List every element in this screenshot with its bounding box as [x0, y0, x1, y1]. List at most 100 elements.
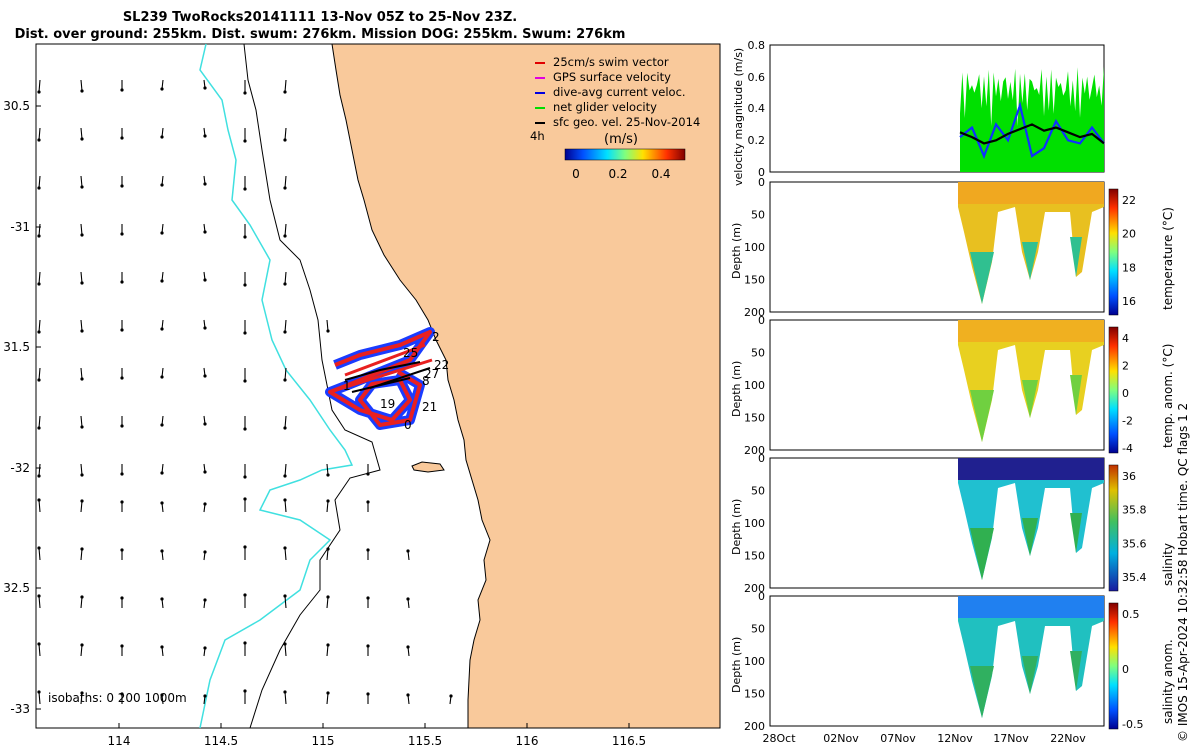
series-line-dive-avg-current-veloc- [959, 101, 1105, 160]
current-arrow [284, 463, 287, 477]
time-scale-label: 4h [530, 129, 545, 143]
current-arrow-head [160, 501, 164, 505]
current-arrow-head [120, 232, 124, 236]
current-arrow [326, 548, 329, 561]
series-line-sfc-geo-vel- [959, 123, 1105, 145]
lat-tick-marks [36, 105, 630, 728]
current-arrow-head [326, 691, 330, 695]
isobaths-label: isobaths: 0 200 1000m [48, 691, 187, 705]
colorbar-tick: 0.4 [651, 167, 670, 181]
current-arrow [80, 271, 83, 284]
current-arrow [38, 547, 41, 561]
depth-tick: 50 [751, 623, 765, 636]
depth-tick: 150 [744, 274, 765, 287]
depth-tick: 0 [758, 314, 765, 327]
temperature-colorbar [1108, 188, 1119, 316]
current-arrow-head [37, 378, 41, 382]
colorbar-tick: -0.5 [1122, 718, 1143, 731]
current-arrow [284, 175, 287, 189]
current-arrow-head [326, 499, 330, 503]
depth-tick: 150 [744, 688, 765, 701]
current-arrow-head [80, 377, 84, 381]
current-arrow-head [120, 596, 124, 600]
current-arrow [80, 500, 83, 513]
lat-tick: 31.5 [3, 340, 30, 354]
colorbar-tick: 36 [1122, 470, 1136, 483]
footer-note: © IMOS 15-Apr-2024 10:32:58 Hobart time.… [1176, 402, 1190, 742]
current-arrow-head [160, 549, 164, 553]
current-arrow [38, 79, 41, 93]
current-arrow-head [120, 500, 124, 504]
sal_anom-ylabel: Depth (m) [730, 637, 743, 693]
current-arrow-head [37, 138, 41, 142]
current-arrow-head [203, 374, 207, 378]
land-area [331, 43, 721, 729]
lon-tick: 114 [108, 734, 131, 748]
track-label: 2 [432, 330, 440, 344]
current-arrow-head [283, 474, 287, 478]
depth-tick: 150 [744, 550, 765, 563]
date-tick: 12Nov [937, 732, 973, 745]
colorbar-tick: 0 [572, 167, 580, 181]
track-label: 0 [404, 418, 412, 432]
current-arrow-head [160, 135, 164, 139]
current-arrow [38, 271, 41, 285]
track-labels: 25 2 22 27 8 1 19 21 0 [343, 330, 449, 432]
depth-tick: 0 [758, 176, 765, 189]
depth-tick: 200 [744, 306, 765, 319]
sal_anom-surface-layer [958, 596, 1104, 618]
lon-tick: 114.5 [204, 734, 238, 748]
colorbar-unit-label: (m/s) [604, 132, 638, 147]
current-arrow-head [37, 546, 41, 550]
current-arrow [80, 127, 83, 140]
current-arrow-head [366, 692, 370, 696]
current-arrow-head [120, 376, 124, 380]
legend-label-swim: 25cm/s swim vector [553, 55, 669, 69]
vel-ytick: 0.2 [748, 134, 766, 147]
current-arrow-head [283, 330, 287, 334]
current-arrow [326, 644, 329, 657]
current-arrow-head [449, 694, 453, 698]
salinity-colorbar [1108, 464, 1119, 592]
current-arrow-head [283, 498, 287, 502]
current-arrow-head [37, 234, 41, 238]
current-arrow-head [203, 134, 207, 138]
lat-tick-labels: 30.5 -31 31.5 -32 32.5 -33 [3, 99, 30, 716]
current-arrow [326, 463, 329, 476]
temperature-deep-layer [970, 237, 1082, 304]
legend-label-dive: dive-avg current veloc. [553, 85, 686, 99]
current-arrow-head [160, 375, 164, 379]
current-arrow-head [243, 475, 247, 479]
salinity-surface-layer [958, 458, 1104, 480]
temp_anom-surface-layer [958, 320, 1104, 342]
current-arrow-head [243, 545, 247, 549]
current-arrow-head [160, 645, 164, 649]
colorbar-tick: 0 [1122, 663, 1129, 676]
lon-tick: 116.5 [612, 734, 646, 748]
current-arrow [80, 223, 83, 236]
colorbar-ticks: 0 0.2 0.4 [572, 167, 670, 181]
current-arrow-head [80, 233, 84, 237]
current-arrow-head [80, 329, 84, 333]
current-arrow-head [37, 594, 41, 598]
current-arrow-head [366, 472, 370, 476]
current-arrow [326, 596, 329, 609]
velocity-yticks: 0 0.2 0.4 0.6 0.8 [748, 39, 766, 179]
sal_anom-colorbar-label: salinity anom. [1161, 639, 1175, 724]
current-arrow-head [160, 183, 164, 187]
depth-tick: 50 [751, 485, 765, 498]
current-arrow [326, 319, 329, 332]
legend-label-sfc: sfc geo. vel. 25-Nov-2014 [553, 115, 700, 129]
date-tick: 02Nov [823, 732, 859, 745]
current-arrow-head [243, 379, 247, 383]
track-label: 1 [343, 379, 351, 393]
current-arrow-head [406, 549, 410, 553]
current-arrow-head [160, 279, 164, 283]
current-arrow-head [283, 234, 287, 238]
current-arrow-head [243, 187, 247, 191]
current-arrow-head [406, 645, 410, 649]
current-arrow [284, 79, 287, 93]
current-arrow-head [326, 643, 330, 647]
lat-tick: -31 [10, 220, 30, 234]
current-arrow [326, 500, 329, 513]
